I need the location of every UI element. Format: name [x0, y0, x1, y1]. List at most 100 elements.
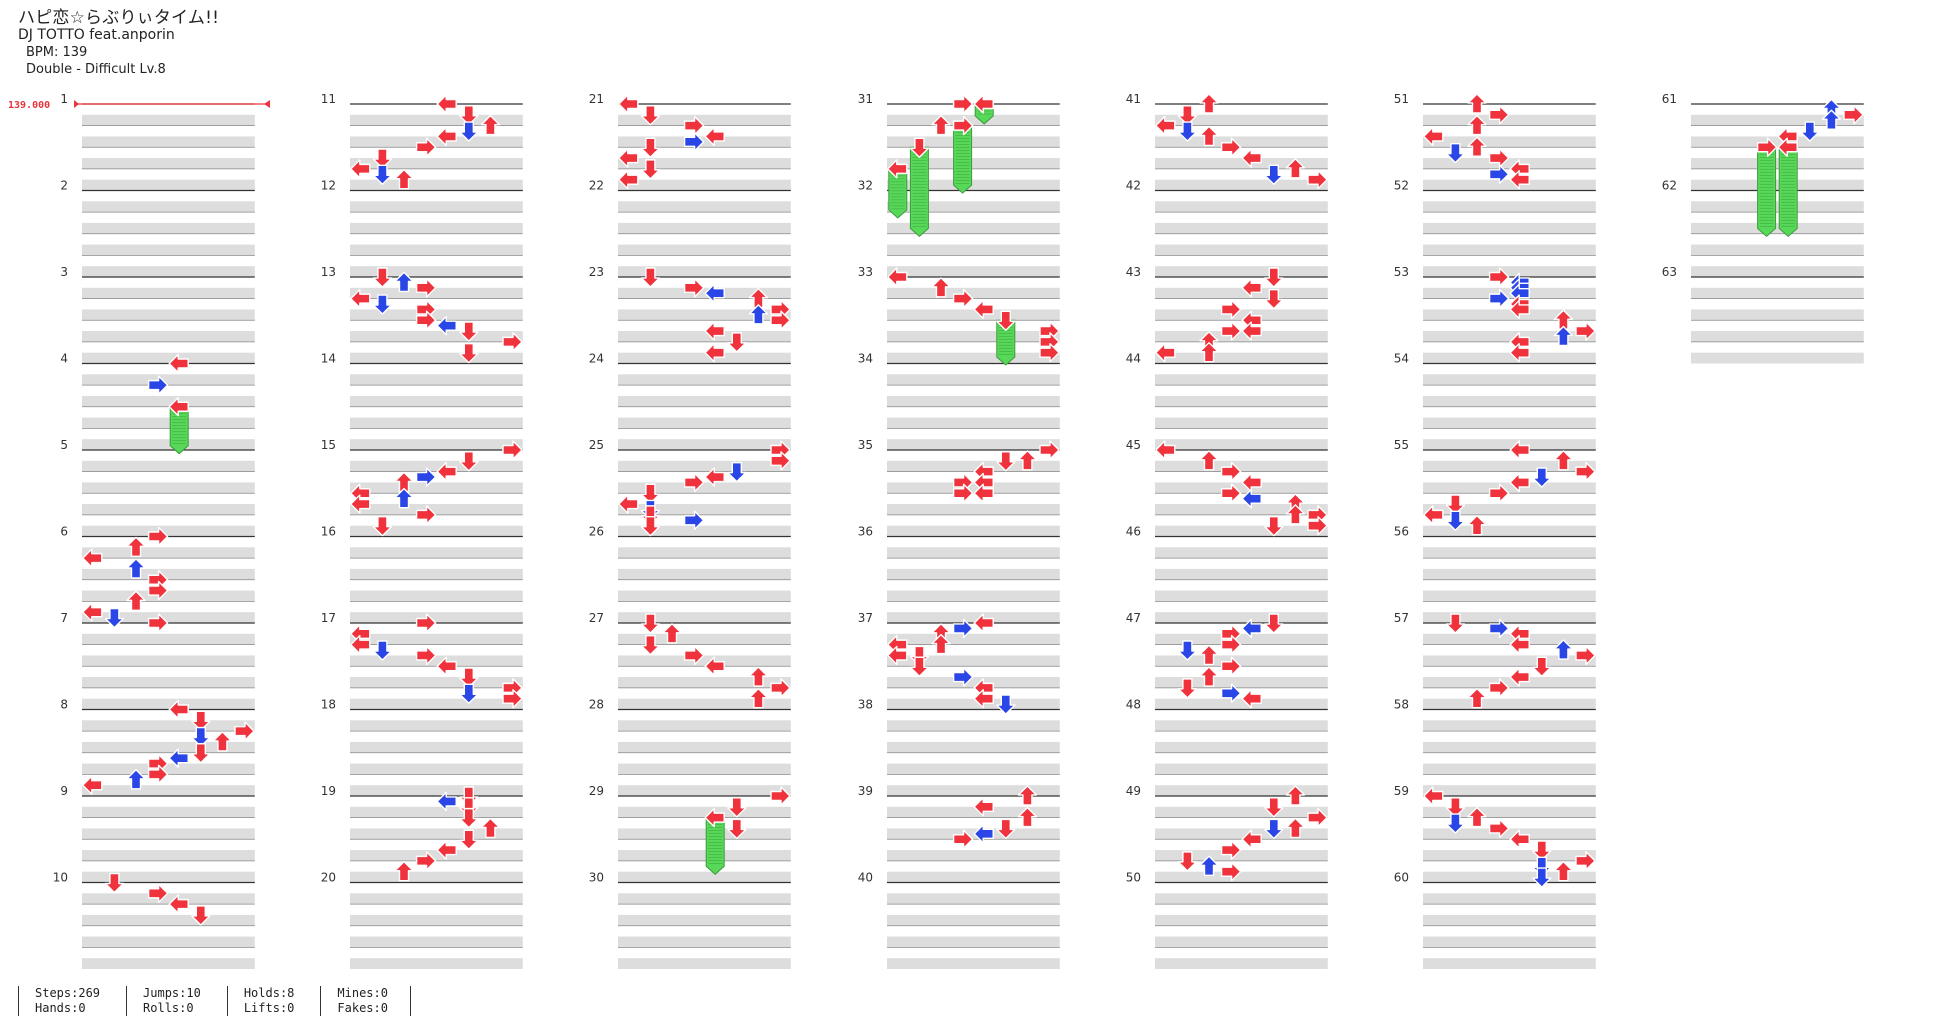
beat-band	[350, 655, 523, 667]
arrow-right-icon	[415, 278, 437, 298]
arrow-right-icon	[415, 851, 437, 871]
arrow-down-icon	[1264, 613, 1284, 634]
beat-band	[1423, 936, 1596, 948]
measure-number: 4	[60, 352, 68, 366]
bpm-marker-left	[74, 100, 79, 108]
arrow-left-icon	[618, 494, 639, 514]
arrow-left-icon	[1509, 440, 1530, 460]
beat-band	[618, 525, 791, 537]
beat-band	[350, 309, 523, 321]
beat-band	[887, 568, 1060, 580]
arrow-down-icon	[1445, 142, 1466, 164]
measure-number: 40	[858, 871, 873, 885]
measure: 22	[589, 179, 791, 277]
hold-bar	[1778, 146, 1798, 238]
measure-number: 57	[1394, 611, 1409, 625]
beat-band	[618, 698, 791, 710]
stat-hands: Hands:0	[35, 1001, 86, 1015]
beat-band	[887, 763, 1060, 775]
measure: 36	[858, 525, 1060, 623]
arrow-right-icon	[1220, 683, 1242, 703]
beat-band	[618, 914, 791, 926]
beat-band	[1155, 331, 1328, 342]
beat-band	[1155, 763, 1328, 775]
beat-band	[618, 158, 791, 169]
arrow-left-icon	[436, 94, 457, 114]
measure: 3	[60, 265, 255, 364]
beat-band	[618, 806, 791, 818]
beat-band	[1155, 201, 1328, 213]
arrow-down-icon	[1264, 818, 1284, 840]
beat-band	[1423, 698, 1596, 710]
arrow-down-icon	[1445, 813, 1466, 834]
beat-band	[887, 439, 1060, 450]
beat-band	[887, 395, 1060, 407]
beat-band	[350, 590, 523, 602]
measure: 27	[589, 611, 791, 710]
measure: 60	[1394, 871, 1596, 969]
measure: 17	[321, 611, 523, 710]
beat-band	[887, 179, 1060, 191]
measure: 1	[60, 92, 255, 191]
measure: 2	[60, 179, 255, 277]
arrow-left-icon	[973, 824, 994, 844]
measure-number: 59	[1394, 784, 1409, 798]
beat-band	[1155, 893, 1328, 905]
measure-number: 11	[321, 92, 336, 106]
arrow-down-icon	[640, 267, 661, 288]
arrow-left-icon	[1509, 667, 1530, 687]
beat-band	[887, 958, 1060, 969]
beat-band	[82, 309, 255, 321]
stats-column-mines: Mines:0 Fakes:0	[320, 986, 411, 1016]
measure-number: 1	[60, 92, 68, 106]
beat-band	[1691, 266, 1864, 277]
arrow-left-icon	[1423, 786, 1444, 806]
beat-band	[350, 136, 523, 148]
measure: 52	[1394, 179, 1596, 277]
measure: 5	[60, 438, 255, 537]
arrow-up-icon	[748, 304, 769, 325]
beat-band	[82, 158, 255, 169]
beat-band	[887, 136, 1060, 148]
beat-band	[887, 914, 1060, 926]
arrow-right-icon	[1756, 137, 1778, 157]
arrow-right-icon	[147, 764, 169, 785]
arrow-left-icon	[618, 94, 639, 114]
beat-band	[1423, 460, 1596, 472]
beat-band	[1155, 936, 1328, 948]
arrow-up-icon	[1553, 450, 1574, 471]
beat-band	[350, 547, 523, 559]
beat-band	[1691, 222, 1864, 234]
beat-band	[618, 201, 791, 213]
beat-band	[1155, 871, 1328, 883]
arrow-right-icon	[1220, 461, 1242, 482]
arrow-left-icon	[1423, 505, 1444, 525]
measure: 59	[1394, 784, 1596, 883]
beat-band	[887, 871, 1060, 883]
arrow-down-icon	[372, 267, 393, 288]
beat-band	[82, 417, 255, 429]
arrow-right-icon	[952, 618, 974, 639]
measure: 38	[858, 698, 1060, 796]
arrow-up-icon	[1285, 785, 1306, 806]
arrow-left-icon	[1155, 342, 1176, 363]
stats-column-steps: Steps:269 Hands:0	[18, 986, 126, 1016]
beat-band	[618, 850, 791, 861]
arrow-left-icon	[704, 807, 725, 828]
beat-band	[1155, 222, 1328, 234]
beat-band	[1155, 590, 1328, 602]
beat-band	[1423, 914, 1596, 926]
arrow-right-icon	[770, 678, 791, 698]
measure-number: 50	[1126, 871, 1141, 885]
beat-band	[82, 893, 255, 905]
measure-number: 12	[321, 179, 336, 193]
beat-band	[1423, 222, 1596, 234]
arrow-left-icon	[1241, 278, 1262, 298]
beat-band	[618, 612, 791, 623]
beat-band	[1423, 720, 1596, 732]
arrow-left-icon	[1423, 126, 1444, 147]
measure: 46	[1126, 525, 1328, 623]
arrow-down-icon	[1264, 164, 1284, 185]
beat-band	[887, 222, 1060, 234]
beat-band	[350, 460, 523, 472]
